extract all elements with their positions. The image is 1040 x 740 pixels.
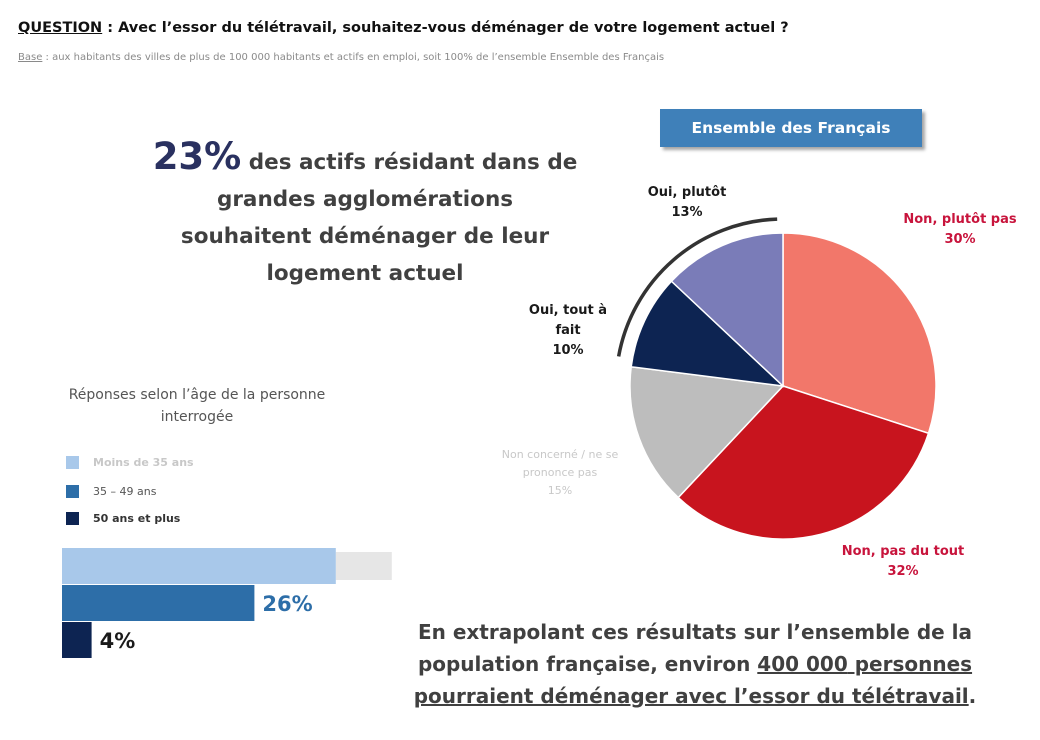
question-label: QUESTION	[18, 20, 103, 36]
conclusion: En extrapolant ces résultats sur l’ensem…	[400, 616, 990, 712]
conclusion-highlight: 400 000	[757, 652, 848, 676]
pie-slices	[629, 232, 937, 540]
slice-oui-plutot	[670, 232, 784, 388]
bar-under-35-shadow	[335, 552, 392, 580]
age-chart-title: Réponses selon l’âge de la personne inte…	[68, 387, 326, 425]
pie-label-value: 32%	[887, 564, 919, 579]
headline: 23% des actifs résidant dans de grandes …	[150, 138, 580, 292]
pie-label-oui-plutot: Oui, plutôt 13%	[632, 183, 742, 223]
bar-35-49	[62, 585, 255, 621]
bar-50-plus	[62, 622, 92, 658]
bar-35-49-label: 26%	[262, 592, 312, 616]
legend-swatch	[66, 512, 79, 525]
legend-item-under-35: Moins de 35 ans	[66, 456, 194, 469]
legend-label: 35 – 49 ans	[93, 485, 157, 498]
pie-label-oui-tout-a-fait: Oui, tout à fait 10%	[516, 301, 620, 361]
pie-label-value: 15%	[547, 484, 573, 497]
conclusion-part2: personnes pourraient déménager avec l’es…	[413, 652, 973, 708]
pie-label-text: Oui, plutôt	[647, 185, 727, 200]
base-label: Base	[18, 52, 43, 63]
pie-label-text: Non, pas du tout	[841, 544, 965, 559]
pie-label-text: Oui, tout à fait	[528, 303, 608, 338]
pie-label-text: Non concerné / ne se prononce pas	[501, 448, 619, 479]
bar-under-35	[62, 548, 336, 584]
conclusion-part1: En extrapolant ces résultats sur l’ensem…	[417, 620, 973, 676]
legend-swatch	[66, 456, 79, 469]
pie-title-box: Ensemble des Français	[660, 109, 922, 147]
pie-label-non-plutot-pas: Non, plutôt pas 30%	[880, 210, 1040, 250]
legend-item-35-49: 35 – 49 ans	[66, 485, 156, 498]
pie-label-non-concerne: Non concerné / ne se prononce pas 15%	[486, 446, 634, 500]
legend-label: 50 ans et plus	[93, 512, 181, 525]
oui-bracket-arc	[616, 217, 778, 357]
pie-label-non-pas-du-tout: Non, pas du tout 32%	[818, 542, 988, 582]
question-line: QUESTION : Avec l’essor du télétravail, …	[18, 20, 789, 36]
base-text: : aux habitants des villes de plus de 10…	[42, 52, 665, 63]
legend-swatch	[66, 485, 79, 498]
pie-label-value: 13%	[671, 205, 703, 220]
legend-item-50-plus: 50 ans et plus	[66, 512, 180, 525]
slice-oui-tout-a-fait	[630, 280, 786, 388]
conclusion-end: .	[968, 684, 977, 708]
slice-non-concerne	[629, 365, 785, 499]
legend-label: Moins de 35 ans	[93, 456, 194, 469]
pie-label-text: Non, plutôt pas	[903, 212, 1017, 227]
base-line: Base : aux habitants des villes de plus …	[18, 52, 664, 63]
pie-label-value: 10%	[552, 343, 584, 358]
pie-label-value: 30%	[944, 232, 976, 247]
slice-non-plutot-pas	[782, 232, 937, 435]
pie-title: Ensemble des Français	[691, 119, 891, 137]
headline-text: des actifs résidant dans de grandes aggl…	[180, 150, 578, 286]
headline-pct: 23%	[152, 135, 242, 178]
age-bars: 26% 4%	[62, 548, 392, 658]
bar-50-plus-label: 4%	[100, 629, 136, 653]
slice-non-pas-du-tout	[677, 385, 930, 540]
question-text: : Avec l’essor du télétravail, souhaitez…	[102, 20, 789, 36]
